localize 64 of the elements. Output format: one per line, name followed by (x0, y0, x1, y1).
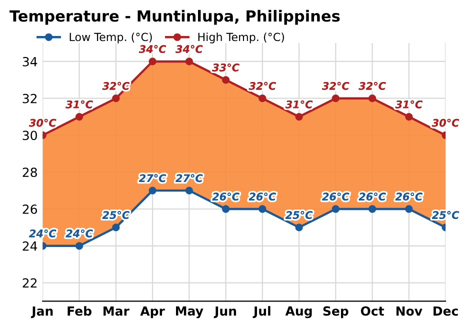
data-label: 31°C (285, 100, 313, 108)
data-label: 32°C (248, 82, 276, 90)
point (112, 94, 120, 102)
point (222, 76, 230, 84)
x-tick-label: May (176, 306, 204, 318)
point (185, 186, 193, 194)
point (148, 186, 156, 194)
legend-label: Low Temp. (°C) (70, 32, 152, 44)
x-tick-label: Apr (140, 306, 165, 318)
data-label: 30°C (432, 118, 460, 127)
point (75, 112, 84, 121)
y-tick-label: 22 (22, 278, 37, 288)
x-tick-label: Sep (323, 306, 348, 318)
data-label: 25°C (285, 211, 313, 219)
y-tick-label: 26 (22, 204, 38, 214)
data-label: 30°C (28, 118, 56, 127)
data-label: 32°C (358, 82, 386, 90)
point (258, 205, 266, 213)
data-label: 34°C (175, 45, 203, 53)
data-label: 33°C (212, 63, 240, 72)
data-label: 26°C (322, 192, 350, 201)
x-tick-label: Jan (30, 306, 53, 318)
data-label: 32°C (322, 82, 350, 90)
data-label: 34°C (138, 45, 166, 53)
point (222, 205, 230, 213)
y-tick-label: 32 (22, 94, 37, 104)
point (148, 58, 156, 66)
data-label: 27°C (138, 174, 166, 182)
point (332, 205, 340, 213)
point (112, 224, 120, 232)
chart-title: Temperature - Muntinlupa, Philippines (10, 10, 340, 25)
point (332, 94, 340, 102)
x-tick-label: Feb (68, 306, 92, 316)
data-label: 25°C (432, 211, 460, 219)
point (368, 205, 376, 213)
point (185, 58, 193, 66)
y-tick-label: 28 (22, 168, 37, 178)
point (405, 205, 413, 213)
data-label: 24°C (29, 229, 56, 238)
data-label: 26°C (248, 192, 276, 201)
legend-label: High Temp. (°C) (198, 32, 284, 44)
x-tick-label: Jul (252, 306, 270, 318)
x-tick-label: Oct (360, 306, 384, 316)
data-label: 27°C (176, 174, 203, 182)
point (258, 94, 266, 102)
x-tick-label: Dec (434, 306, 458, 316)
x-tick-label: Aug (285, 306, 312, 318)
data-label: 24°C (66, 229, 93, 238)
point (405, 112, 413, 121)
y-tick-label: 34 (22, 56, 38, 66)
data-label: 26°C (212, 192, 240, 201)
y-tick-label: 30 (22, 130, 37, 140)
point (75, 242, 84, 250)
point (295, 224, 303, 232)
point (368, 94, 376, 102)
data-label: 31°C (395, 100, 423, 108)
point (295, 112, 303, 121)
y-tick-label: 24 (22, 241, 38, 251)
x-tick-label: Jun (214, 306, 236, 318)
data-label: 31°C (66, 100, 93, 108)
data-label: 26°C (395, 192, 423, 201)
x-tick-label: Nov (396, 306, 422, 316)
x-tick-label: Mar (104, 306, 130, 316)
data-label: 26°C (358, 192, 386, 201)
